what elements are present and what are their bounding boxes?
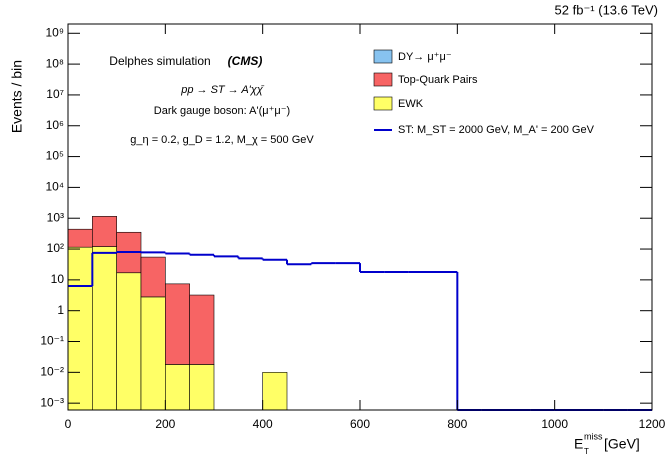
y-tick-label: 10⁴ bbox=[45, 180, 64, 194]
x-tick-label: 400 bbox=[253, 417, 273, 431]
annotation: (CMS) bbox=[228, 54, 263, 68]
y-tick-label: 1 bbox=[57, 303, 64, 317]
x-label: [GeV] bbox=[604, 436, 640, 452]
histogram-bar bbox=[140, 256, 166, 298]
legend-swatch bbox=[373, 49, 393, 64]
legend-label: DY→ μ⁺μ⁻ bbox=[398, 51, 452, 63]
legend-label: Top-Quark Pairs bbox=[398, 74, 478, 86]
x-label: E bbox=[574, 436, 583, 452]
y-tick-label: 10⁶ bbox=[46, 118, 64, 132]
annotation: g_η = 0.2, g_D = 1.2, M_χ = 500 GeV bbox=[130, 134, 314, 146]
histogram-bar bbox=[165, 364, 190, 411]
legend-label: EWK bbox=[398, 98, 424, 110]
y-tick-label: 10³ bbox=[47, 210, 64, 224]
y-tick-label: 10⁹ bbox=[46, 25, 65, 39]
y-tick-label: 10⁻² bbox=[40, 365, 64, 379]
x-label: miss bbox=[584, 431, 603, 441]
annotation: Dark gauge boson: A'(μ⁺μ⁻) bbox=[154, 105, 290, 117]
histogram-bar bbox=[67, 228, 93, 248]
y-tick-label: 10⁻³ bbox=[40, 395, 64, 409]
x-tick-label: 800 bbox=[447, 417, 467, 431]
histogram-bar bbox=[165, 283, 190, 365]
histogram-bar bbox=[189, 364, 215, 411]
annotation: pp → ST → A'χχ̄ bbox=[180, 84, 265, 96]
legend-swatch bbox=[373, 96, 393, 111]
legend-swatch bbox=[373, 72, 393, 87]
histogram-bar bbox=[116, 272, 142, 411]
x-tick-label: 200 bbox=[155, 417, 175, 431]
y-tick-label: 10² bbox=[47, 241, 64, 255]
x-tick-label: 1000 bbox=[541, 417, 568, 431]
histogram-bar bbox=[262, 372, 288, 411]
histogram-bar bbox=[67, 246, 93, 411]
annotation: Delphes simulation bbox=[109, 54, 210, 68]
y-tick-label: 10⁵ bbox=[46, 149, 64, 163]
histogram-bar bbox=[92, 216, 117, 247]
histogram-bar bbox=[92, 246, 117, 411]
x-tick-label: 0 bbox=[65, 417, 72, 431]
histogram-bar bbox=[140, 296, 166, 411]
y-tick-label: 10⁸ bbox=[46, 56, 64, 70]
x-tick-label: 1200 bbox=[639, 417, 666, 431]
legend-label: ST: M_ST = 2000 GeV, M_A' = 200 GeV bbox=[398, 124, 595, 136]
histogram-bar bbox=[189, 294, 215, 365]
y-tick-label: 10⁻¹ bbox=[40, 334, 64, 348]
y-tick-label: 10⁷ bbox=[46, 87, 64, 101]
lumi: 52 fb⁻¹ (13.6 TeV) bbox=[555, 2, 658, 17]
y-label: Events / bin bbox=[9, 60, 25, 133]
x-label: T bbox=[584, 447, 589, 456]
x-tick-label: 600 bbox=[350, 417, 370, 431]
y-tick-label: 10 bbox=[51, 272, 65, 286]
